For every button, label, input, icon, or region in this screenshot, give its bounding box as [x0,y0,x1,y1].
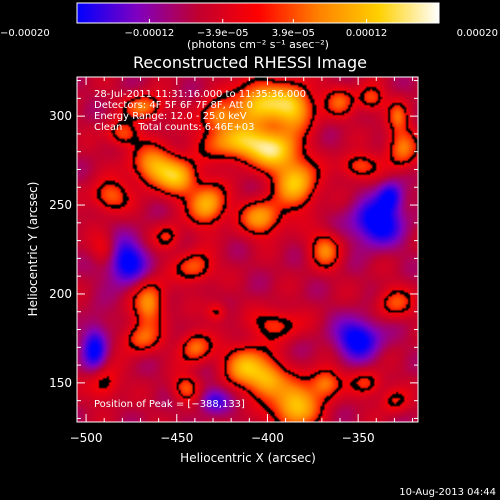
colorbar-tick-label: −0.00012 [125,28,175,39]
x-axis-label: Heliocentric X (arcsec) [180,451,316,465]
plot-frame [76,76,419,423]
x-tick-label: −350 [342,431,375,445]
x-tick-label: −400 [251,431,284,445]
colorbar-tick-label: −0.00020 [0,28,50,39]
annotation-detectors: Detectors: 4F 5F 6F 7F 8F, Att 0 [94,100,253,111]
colorbar-tick-label: 0.00020 [457,28,498,39]
footer-date: 10-Aug-2013 04:44 [399,487,496,498]
colorbar-tick-label: 3.9e−05 [272,28,315,39]
heatmap-image [77,77,418,422]
axis-ticks: −500 −450 −400 −350 150 200 250 300 [49,77,418,445]
x-tick-label: −500 [70,431,103,445]
colorbar-tick-label: 0.00012 [346,28,387,39]
colorbar-ticks: −0.00020 −0.00012 −3.9e−05 3.9e−05 0.00012 0.… [0,19,498,39]
y-tick-label: 250 [49,198,72,212]
annotation-time-range: 28-Jul-2011 11:31:16.000 to 11:35:36.000 [94,89,306,100]
y-tick-label: 150 [49,376,72,390]
colorbar [77,3,439,23]
annotation-total-counts: Clean Total counts: 6.46E+03 [94,122,254,133]
colorbar-units-label: (photons cm⁻² s⁻¹ asec⁻²) [187,38,329,51]
y-axis-label: Heliocentric Y (arcsec) [26,182,40,317]
annotation-energy-range: Energy Range: 12.0 - 25.0 keV [94,111,247,122]
y-tick-label: 200 [49,287,72,301]
y-tick-label: 300 [49,109,72,123]
annotation-peak-position: Position of Peak = [−388,133] [94,399,245,410]
colorbar-tick-label: −3.9e−05 [197,28,249,39]
x-tick-label: −450 [160,431,193,445]
chart-title: Reconstructed RHESSI Image [133,53,367,72]
colorbar-frame [76,2,440,24]
